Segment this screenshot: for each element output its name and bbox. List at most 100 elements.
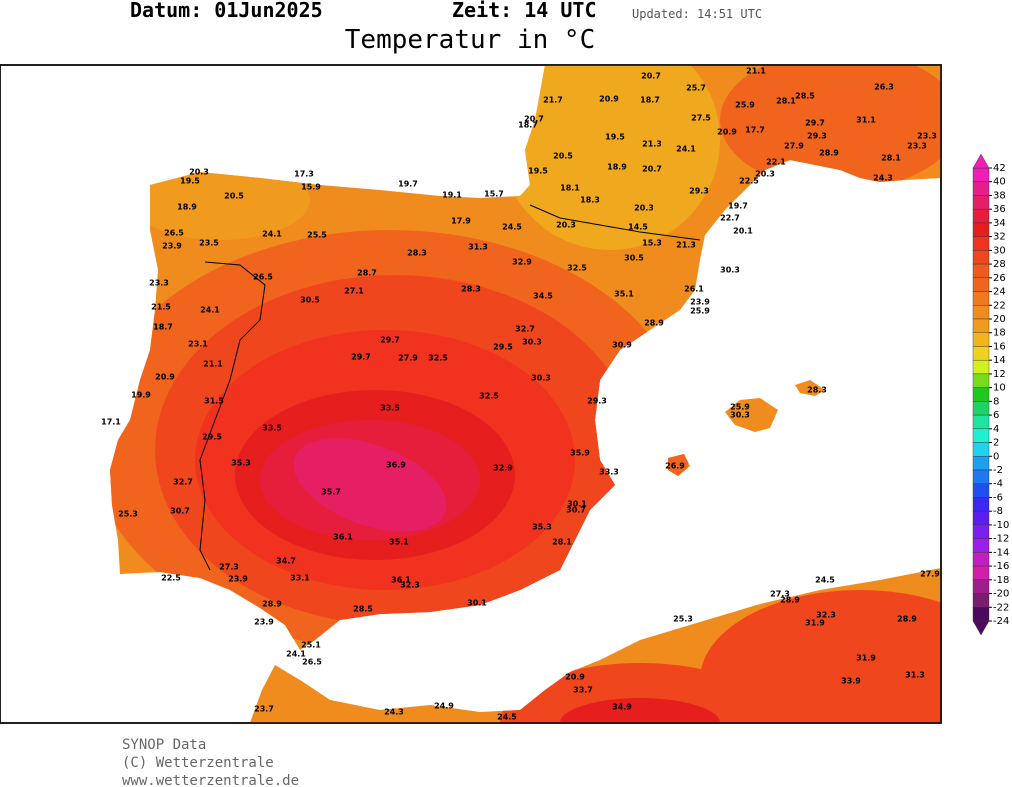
station-value: 30.5: [624, 254, 644, 263]
station-value: 28.3: [461, 285, 481, 294]
station-value: 19.7: [728, 202, 748, 211]
station-value: 30.3: [720, 266, 740, 275]
station-value: 30.3: [522, 338, 542, 347]
station-value: 14.5: [628, 223, 648, 232]
station-value: 29.3: [689, 187, 709, 196]
station-value: 23.9: [690, 298, 710, 307]
station-value: 26.5: [253, 273, 273, 282]
station-value: 21.3: [642, 140, 662, 149]
legend-swatch: [972, 401, 990, 416]
station-value: 17.7: [745, 126, 765, 135]
station-value: 29.3: [587, 397, 607, 406]
station-value: 20.7: [642, 165, 662, 174]
legend-tick-label: 24: [993, 287, 1006, 298]
station-value: 23.3: [907, 142, 927, 151]
legend-swatch: [972, 414, 990, 430]
station-value: 24.1: [676, 145, 696, 154]
station-value: 19.5: [528, 167, 548, 176]
legend-tick-label: 2: [993, 438, 999, 449]
station-value: 20.1: [733, 227, 753, 236]
legend-swatch: [972, 291, 990, 306]
date: Datum: 01Jun2025: [130, 0, 323, 22]
station-value: 32.3: [816, 611, 836, 620]
station-value: 31.9: [805, 619, 825, 628]
footer-line: www.wetterzentrale.de: [122, 773, 299, 787]
station-value: 25.3: [673, 615, 693, 624]
station-value: 20.9: [717, 128, 737, 137]
station-value: 22.7: [720, 214, 740, 223]
station-value: 23.5: [199, 239, 219, 248]
legend-swatch: [972, 387, 990, 402]
legend-swatch: [972, 483, 990, 498]
legend-swatch: [972, 565, 990, 581]
station-value: 25.7: [686, 84, 706, 93]
footer-line: SYNOP Data: [122, 737, 206, 753]
legend-tick-label: 14: [993, 355, 1006, 366]
legend-swatch: [972, 263, 990, 279]
station-value: 19.5: [605, 133, 625, 142]
station-value: 18.7: [640, 96, 660, 105]
station-value: 23.7: [254, 705, 274, 714]
legend-swatch: [972, 497, 990, 512]
station-value: 17.1: [101, 418, 121, 427]
station-value: 20.7: [524, 115, 544, 124]
station-value: 31.5: [204, 397, 224, 406]
legend-tick-label: 28: [993, 259, 1006, 270]
station-value: 18.3: [580, 196, 600, 205]
station-value: 25.1: [301, 641, 321, 650]
station-value: 31.9: [856, 654, 876, 663]
legend-tick-label: -2: [993, 465, 1003, 476]
legend-tick-label: 36: [993, 204, 1006, 215]
station-value: 24.1: [200, 306, 220, 315]
legend-swatch: [972, 524, 990, 539]
title: Temperatur in °C: [345, 25, 595, 55]
station-value: 24.5: [815, 576, 835, 585]
legend-tick-label: 0: [993, 451, 999, 462]
station-value: 29.3: [807, 132, 827, 141]
station-value: 33.5: [262, 424, 282, 433]
station-value: 31.1: [856, 116, 876, 125]
footer-line: (C) Wetterzentrale: [122, 755, 274, 771]
legend-swatch: [972, 607, 990, 622]
legend-tick-label: 8: [993, 396, 999, 407]
station-value: 19.1: [442, 191, 462, 200]
station-value: 25.5: [307, 231, 327, 240]
legend-swatch: [972, 208, 990, 224]
station-value: 20.9: [155, 373, 175, 382]
legend-tick-label: -12: [993, 534, 1009, 545]
station-value: 29.7: [805, 119, 825, 128]
legend-swatch: [972, 579, 990, 594]
station-value: 32.7: [173, 478, 193, 487]
legend-arrow-top: [972, 153, 990, 169]
station-value: 22.5: [161, 574, 181, 583]
station-value: 23.9: [228, 575, 248, 584]
legend-tick-label: 4: [993, 424, 999, 435]
color-legend: 424038363432302826242220181614121086420-…: [972, 153, 1009, 636]
station-value: 28.9: [262, 600, 282, 609]
station-value: 26.5: [302, 658, 322, 667]
station-value: 35.1: [389, 538, 409, 547]
station-value: 24.9: [434, 702, 454, 711]
station-value: 28.3: [807, 386, 827, 395]
station-value: 24.5: [497, 713, 517, 722]
legend-swatch: [972, 469, 990, 484]
station-value: 28.9: [644, 319, 664, 328]
station-value: 20.5: [224, 192, 244, 201]
station-value: 23.9: [254, 618, 274, 627]
station-value: 20.3: [189, 168, 209, 177]
station-value: 30.5: [300, 296, 320, 305]
station-value: 30.7: [170, 507, 190, 516]
station-value: 19.9: [131, 391, 151, 400]
station-value: 33.1: [290, 574, 310, 583]
station-value: 36.1: [333, 533, 353, 542]
station-value: 26.1: [684, 285, 704, 294]
station-value: 30.9: [612, 341, 632, 350]
legend-tick-label: -14: [993, 547, 1009, 558]
station-value: 25.9: [690, 307, 710, 316]
station-value: 27.3: [219, 563, 239, 572]
legend-swatch: [972, 195, 990, 210]
legend-swatch: [972, 305, 990, 320]
legend-tick-label: -4: [993, 479, 1003, 490]
legend-tick-label: -18: [993, 575, 1009, 586]
